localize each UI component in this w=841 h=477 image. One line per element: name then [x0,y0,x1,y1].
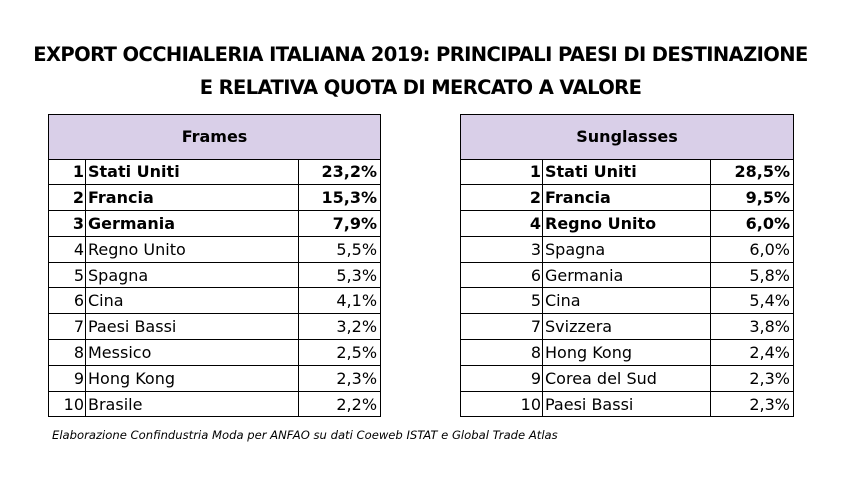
sunglasses-rank-cell: 3 [460,235,543,263]
frames-rank-cell: 6 [48,287,86,315]
frames-table: Frames 1 Stati Uniti 23,2% 2 Francia 15,3% 3 Ge… [47,114,382,418]
frames-row: 9 Hong Kong 2,3% [48,364,382,392]
frames-share-cell: 7,9% [297,210,382,237]
source-note: Elaborazione Confindustria Moda per ANFA… [52,428,558,442]
frames-country-cell: Germania [85,210,299,237]
frames-share-cell: 2,3% [297,364,382,392]
page-title-line-1: EXPORT OCCHIALERIA ITALIANA 2019: PRINCI… [33,43,808,66]
sunglasses-rank-cell: 7 [460,313,543,341]
sunglasses-share-cell: 6,0% [710,235,794,263]
frames-rank-cell: 5 [48,261,86,289]
sunglasses-row: 8 Hong Kong 2,4% [460,339,794,366]
frames-share-cell: 2,2% [297,390,382,418]
sunglasses-row: 7 Svizzera 3,8% [460,313,794,341]
frames-rank-cell: 8 [48,339,86,366]
sunglasses-rank-cell: 10 [460,390,543,418]
frames-share-cell: 2,5% [297,339,382,366]
frames-share-cell: 3,2% [297,313,382,341]
frames-row: 7 Paesi Bassi 3,2% [48,313,382,341]
sunglasses-share-cell: 28,5% [710,158,794,186]
frames-share-cell: 5,5% [297,235,382,263]
frames-country-cell: Paesi Bassi [85,313,299,341]
sunglasses-share-cell: 6,0% [710,210,794,237]
sunglasses-header-row: Sunglasses [460,114,794,160]
frames-header-row: Frames [47,114,382,160]
frames-body: 1 Stati Uniti 23,2% 2 Francia 15,3% 3 Germania 7… [48,158,382,418]
sunglasses-country-cell: Francia [542,184,711,212]
sunglasses-row: 2 Francia 9,5% [460,184,794,212]
frames-rank-cell: 1 [48,158,86,186]
frames-country-cell: Regno Unito [85,235,299,263]
sunglasses-country-cell: Regno Unito [542,210,711,237]
sunglasses-row: 1 Stati Uniti 28,5% [460,158,794,186]
frames-country-cell: Brasile [85,390,299,418]
frames-rank-cell: 7 [48,313,86,341]
sunglasses-share-cell: 9,5% [710,184,794,212]
frames-country-cell: Francia [85,184,299,212]
frames-country-cell: Messico [85,339,299,366]
frames-country-cell: Cina [85,287,299,315]
frames-row: 1 Stati Uniti 23,2% [48,158,382,186]
sunglasses-body: 1 Stati Uniti 28,5% 2 Francia 9,5% 4 Regno Unit… [460,158,794,418]
frames-country-cell: Hong Kong [85,364,299,392]
frames-share-cell: 4,1% [297,287,382,315]
sunglasses-country-cell: Hong Kong [542,339,711,366]
sunglasses-row: 5 Cina 5,4% [460,287,794,315]
sunglasses-share-cell: 5,8% [710,261,794,289]
frames-row: 2 Francia 15,3% [48,184,382,212]
sunglasses-row: 10 Paesi Bassi 2,3% [460,390,794,418]
sunglasses-row: 6 Germania 5,8% [460,261,794,289]
frames-row: 6 Cina 4,1% [48,287,382,315]
sunglasses-country-cell: Cina [542,287,711,315]
sunglasses-rank-cell: 4 [460,210,543,237]
sunglasses-rank-cell: 5 [460,287,543,315]
frames-rank-cell: 3 [48,210,86,237]
sunglasses-share-cell: 2,3% [710,390,794,418]
frames-header: Frames [47,114,382,160]
sunglasses-rank-cell: 9 [460,364,543,392]
sunglasses-share-cell: 3,8% [710,313,794,341]
sunglasses-table: Sunglasses 1 Stati Uniti 28,5% 2 Francia 9,5%… [460,114,794,418]
sunglasses-row: 3 Spagna 6,0% [460,235,794,263]
frames-rank-cell: 2 [48,184,86,212]
sunglasses-country-cell: Svizzera [542,313,711,341]
page-title-line-2: E RELATIVA QUOTA DI MERCATO A VALORE [199,76,642,99]
frames-country-cell: Spagna [85,261,299,289]
frames-rank-cell: 4 [48,235,86,263]
sunglasses-share-cell: 2,3% [710,364,794,392]
sunglasses-country-cell: Paesi Bassi [542,390,711,418]
sunglasses-country-cell: Spagna [542,235,711,263]
sunglasses-row: 4 Regno Unito 6,0% [460,210,794,237]
sunglasses-share-cell: 5,4% [710,287,794,315]
frames-rank-cell: 10 [48,390,86,418]
sunglasses-header: Sunglasses [460,114,794,160]
sunglasses-rank-cell: 8 [460,339,543,366]
frames-share-cell: 15,3% [297,184,382,212]
frames-row: 10 Brasile 2,2% [48,390,382,418]
sunglasses-share-cell: 2,4% [710,339,794,366]
sunglasses-rank-cell: 1 [460,158,543,186]
sunglasses-rank-cell: 2 [460,184,543,212]
sunglasses-country-cell: Corea del Sud [542,364,711,392]
sunglasses-row: 9 Corea del Sud 2,3% [460,364,794,392]
frames-row: 3 Germania 7,9% [48,210,382,237]
frames-row: 5 Spagna 5,3% [48,261,382,289]
sunglasses-rank-cell: 6 [460,261,543,289]
sunglasses-country-cell: Germania [542,261,711,289]
frames-country-cell: Stati Uniti [85,158,299,186]
frames-share-cell: 23,2% [297,158,382,186]
sunglasses-country-cell: Stati Uniti [542,158,711,186]
frames-row: 4 Regno Unito 5,5% [48,235,382,263]
frames-row: 8 Messico 2,5% [48,339,382,366]
frames-rank-cell: 9 [48,364,86,392]
frames-share-cell: 5,3% [297,261,382,289]
